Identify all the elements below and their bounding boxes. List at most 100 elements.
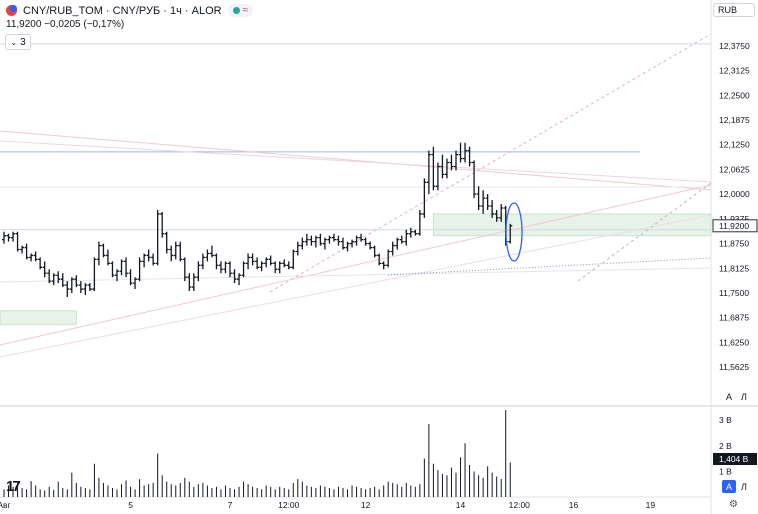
ohlc-bar [92,257,97,292]
ohlc-bar [237,273,242,286]
time-tick-label: 5 [128,500,133,510]
volume-auto-scale-button[interactable]: A [722,480,736,493]
settings-gear-icon[interactable]: ⚙ [729,499,738,510]
ohlc-bar [6,233,11,242]
volume-tick-label: 1 B [719,466,732,476]
ohlc-bar [331,233,336,242]
last-volume-box [713,453,757,465]
ohlc-bar [160,211,165,238]
trend-line-3 [0,267,712,283]
ohlc-bar [368,241,373,250]
last-volume-label: 1,404 B [719,454,749,464]
price-tick-label: 11,9375 [719,214,749,224]
ohlc-bar [241,261,246,278]
price-tick-label: 11,6875 [719,313,749,323]
volume-log-scale-button[interactable]: Л [741,481,747,492]
price-auto-scale-button[interactable]: A [725,391,732,402]
ohlc-bar [322,237,327,250]
ohlc-bar [481,190,486,214]
ohlc-bar [386,249,391,268]
market-status-badge[interactable]: ≈ [227,4,254,17]
ohlc-bar [476,186,481,210]
ohlc-bar [228,261,232,278]
ohlc-bar [47,269,52,284]
ohlc-bar [255,257,260,270]
ohlc-bar [259,261,264,272]
price-change-line: 11,9200 −0,0205 (−0,17%) [6,19,125,30]
ohlc-bar [200,253,205,270]
ohlc-bar [499,204,504,222]
ohlc-bar [399,235,404,244]
ohlc-bar [128,269,133,286]
ohlc-bar [273,261,278,274]
volume-tick-label: 3 B [719,415,732,425]
ohlc-bar [295,241,300,256]
ohlc-bar [472,160,477,199]
indicators-toggle-button[interactable]: ⌄ 3 [5,34,31,50]
time-tick-label: 12 [361,500,371,510]
chevron-down-icon: ⌄ [10,37,18,47]
ohlc-bar [20,245,25,254]
ohlc-bar [214,253,219,270]
time-tick-label: 19 [646,500,656,510]
ohlc-bar [304,233,309,246]
ohlc-bar [223,261,228,274]
ohlc-bar [209,245,214,258]
ohlc-bar [440,154,445,179]
ohlc-bar [87,283,92,292]
ohlc-bar [494,209,499,222]
time-tick-label: 12:00 [509,500,531,510]
ohlc-bar [191,273,196,292]
price-tick-label: 11,5625 [719,362,749,372]
symbol-flag-icon [6,5,17,16]
ohlc-bar [363,237,368,246]
ohlc-bar [51,273,56,286]
price-tick-label: 11,8750 [719,239,749,249]
ohlc-bar [426,150,431,195]
price-tick-label: 12,2500 [719,90,750,100]
price-tick-label: 11,8125 [719,263,749,273]
trend-line-0 [0,130,712,191]
highlight-ellipse [505,202,523,262]
ohlc-bar [300,237,305,250]
ohlc-bar [196,261,201,282]
ohlc-bar [408,227,413,238]
ohlc-bar [78,281,83,294]
price-tick-label: 12,1875 [719,115,750,125]
ohlc-bar [187,273,192,292]
ohlc-bar [15,231,20,252]
ohlc-bar [2,231,6,244]
ohlc-bar [69,277,74,294]
ohlc-bar [96,241,101,266]
ohlc-bar [449,154,454,171]
price-tick-label: 12,3750 [719,41,750,51]
ohlc-bar [458,142,463,163]
price-tick-label: 12,0000 [719,189,750,199]
ohlc-bar [390,241,395,256]
ohlc-bar [286,261,291,270]
trend-line-5 [0,140,712,183]
ohlc-bar [65,281,70,297]
volume-tick-label: 2 B [719,441,732,451]
ohlc-bar [485,194,490,210]
ohlc-bar [454,150,458,171]
price-log-scale-button[interactable]: Л [741,391,747,402]
ohlc-bar [137,257,142,282]
ohlc-bar [359,233,364,242]
ohlc-bar [345,241,350,252]
data-wave-icon: ≈ [242,4,249,16]
ohlc-bar [395,237,400,250]
currency-selector[interactable]: RUB [713,3,755,17]
price-tick-label: 11,7500 [719,288,749,298]
symbol-title[interactable]: CNY/RUB_TOM · CNY/РУБ · 1ч · ALOR [23,4,222,17]
ohlc-bar [381,261,386,270]
ohlc-bar [318,233,323,246]
ohlc-bar [24,243,29,260]
price-tick-label: 12,0625 [719,164,750,174]
chart-header: CNY/RUB_TOM · CNY/РУБ · 1ч · ALOR ≈ [6,4,254,17]
ohlc-bar [60,273,65,288]
ohlc-bar [422,178,427,218]
ohlc-bar [205,249,210,262]
ohlc-bar [282,259,287,268]
